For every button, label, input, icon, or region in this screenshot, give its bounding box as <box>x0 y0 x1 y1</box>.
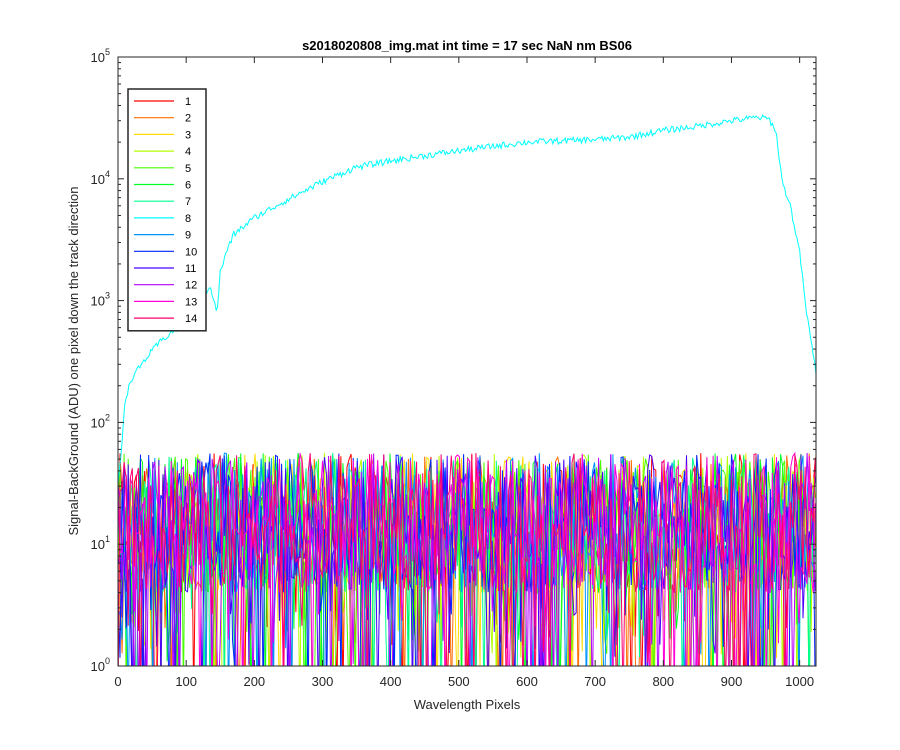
series-line-14 <box>118 452 816 666</box>
legend-label-7: 7 <box>185 196 191 208</box>
x-tick-label: 300 <box>312 674 334 689</box>
y-tick-label: 104 <box>91 169 110 187</box>
y-tick-exponent: 2 <box>105 412 110 422</box>
x-tick-label: 100 <box>175 674 197 689</box>
x-tick-label: 500 <box>448 674 470 689</box>
legend-label-9: 9 <box>185 230 191 242</box>
series-layer <box>118 113 816 666</box>
y-tick-exponent: 5 <box>105 47 110 57</box>
x-tick-label: 200 <box>243 674 265 689</box>
y-tick-label: 102 <box>91 412 110 430</box>
legend-label-6: 6 <box>185 180 191 192</box>
legend-label-1: 1 <box>185 96 191 108</box>
y-tick-label: 100 <box>91 656 110 674</box>
legend-label-12: 12 <box>185 280 197 292</box>
y-tick-exponent: 1 <box>105 534 110 544</box>
legend-label-13: 13 <box>185 296 197 308</box>
x-tick-label: 900 <box>721 674 743 689</box>
legend-label-14: 14 <box>185 313 197 325</box>
y-tick-exponent: 0 <box>105 656 110 666</box>
y-axis-title: Signal-BackGround (ADU) one pixel down t… <box>66 186 81 535</box>
legend-box <box>127 88 207 332</box>
x-tick-label: 600 <box>516 674 538 689</box>
y-tick-exponent: 3 <box>105 291 110 301</box>
chart-title: s2018020808_img.mat int time = 17 sec Na… <box>302 38 632 53</box>
y-tick-label: 101 <box>91 534 110 552</box>
legend-label-5: 5 <box>185 163 191 175</box>
y-tick-label: 103 <box>91 291 110 309</box>
x-tick-label: 400 <box>380 674 402 689</box>
x-tick-label: 700 <box>584 674 606 689</box>
x-tick-label: 1000 <box>785 674 814 689</box>
axes-box <box>117 56 817 667</box>
series-line-8 <box>118 113 816 485</box>
legend-label-11: 11 <box>185 263 196 275</box>
x-tick-label: 800 <box>652 674 674 689</box>
y-tick-label: 105 <box>91 47 110 65</box>
legend-label-2: 2 <box>185 113 191 125</box>
legend-label-8: 8 <box>185 213 191 225</box>
series-line-13 <box>118 451 816 666</box>
legend-label-3: 3 <box>185 129 191 141</box>
legend-label-10: 10 <box>185 246 197 258</box>
x-axis-title: Wavelength Pixels <box>414 697 521 712</box>
y-tick-exponent: 4 <box>105 169 110 179</box>
legend-label-4: 4 <box>185 146 191 158</box>
x-tick-label: 0 <box>114 674 121 689</box>
